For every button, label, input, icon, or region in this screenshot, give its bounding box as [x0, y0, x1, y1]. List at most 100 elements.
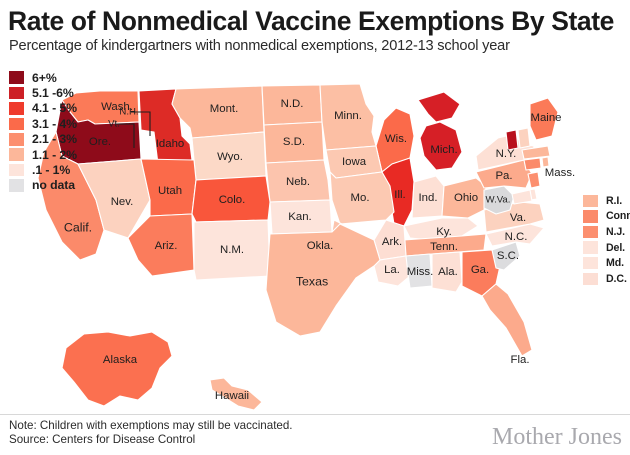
small-state-row: R.I. [583, 193, 630, 209]
state-ma[interactable] [521, 145, 551, 160]
state-label-ks: Kan. [288, 211, 311, 223]
state-label-pa: Pa. [495, 170, 512, 182]
legend-swatch [9, 163, 24, 177]
footer-source: Source: Centers for Disease Control [9, 433, 196, 446]
state-label-wv: W.Va. [486, 195, 511, 206]
state-tx[interactable] [265, 223, 381, 337]
state-label-az: Ariz. [155, 240, 178, 252]
state-label-sc: S.C. [497, 250, 519, 262]
state-label-vt: Vt. [108, 119, 120, 130]
state-label-tx: Texas [296, 274, 328, 288]
state-label-mi: Mich. [430, 144, 457, 156]
state-mo[interactable] [329, 171, 395, 225]
state-nm[interactable] [193, 219, 271, 281]
state-label-or: Ore. [89, 136, 111, 148]
state-label-nh: N.H. [119, 107, 138, 118]
small-state-row: Md. [583, 255, 630, 271]
small-state-swatch [583, 194, 598, 208]
state-fl[interactable] [481, 283, 533, 357]
state-label-ar: Ark. [382, 236, 402, 248]
choropleth-map: Wash. Ore. Idaho Mont. Wyo. N.D. S.D. Minn. Wis.… [0, 60, 630, 415]
state-label-sd: S.D. [283, 136, 305, 148]
state-mi[interactable] [417, 91, 463, 171]
state-label-nm: N.M. [220, 244, 244, 256]
small-state-swatch [583, 225, 598, 239]
state-label-co: Colo. [219, 194, 246, 206]
us-map-svg: Wash. Ore. Idaho Mont. Wyo. N.D. S.D. Minn. Wis.… [37, 83, 575, 411]
state-label-wa: Wash. [101, 101, 133, 113]
legend-row: 2.1 - 3% [9, 132, 77, 147]
state-ri[interactable] [541, 156, 550, 168]
state-label-ga: Ga. [471, 264, 489, 276]
state-label-ut: Utah [158, 185, 182, 197]
legend-swatch [9, 102, 24, 115]
legend-label: 1.1 - 2% [32, 147, 77, 162]
legend-label: 6+% [32, 70, 57, 85]
footer-note: Note: Children with exemptions may still… [9, 419, 293, 432]
state-label-oh: Ohio [454, 192, 478, 204]
state-label-ca: Calif. [64, 220, 92, 234]
state-ms[interactable] [405, 253, 433, 289]
state-hi[interactable] [209, 377, 263, 411]
state-ak[interactable] [61, 331, 173, 407]
state-vt[interactable] [505, 129, 519, 151]
small-state-label: Conn. [606, 210, 630, 223]
state-label-nv: Nev. [111, 196, 134, 208]
state-al[interactable] [431, 251, 463, 293]
legend-label: no data [32, 178, 76, 193]
footer-divider [0, 414, 630, 415]
state-me[interactable] [529, 97, 559, 141]
legend-label: 2.1 - 3% [32, 132, 77, 147]
mother-jones-logo: Mother Jones [492, 424, 622, 450]
legend-row: no data [9, 178, 77, 193]
small-state-swatch [583, 272, 598, 286]
legend-swatch [9, 148, 24, 161]
legend-row: 5.1 -6% [9, 85, 77, 100]
state-ca[interactable] [37, 131, 105, 261]
state-ky[interactable] [403, 217, 479, 241]
state-label-ak: Alaska [103, 354, 138, 366]
state-label-nc: N.C. [505, 231, 528, 243]
state-label-ms: Miss. [407, 266, 434, 278]
small-state-label: Md. [606, 257, 624, 270]
small-state-label: N.J. [606, 225, 626, 238]
state-label-mn: Minn. [334, 110, 362, 122]
page-subtitle: Percentage of kindergartners with nonmed… [9, 38, 510, 54]
legend-row: 4.1 - 5% [9, 101, 77, 116]
state-md[interactable] [511, 189, 533, 205]
legend-swatch [9, 71, 24, 84]
state-sc[interactable] [491, 241, 521, 271]
small-state-label: D.C. [606, 272, 627, 285]
legend-label: 5.1 -6% [32, 86, 74, 101]
legend-label: .1 - 1% [32, 163, 71, 178]
small-state-row: Conn. [583, 209, 630, 225]
state-label-ne: Neb. [286, 176, 310, 188]
small-state-row: D.C. [583, 271, 630, 287]
legend-swatch [9, 86, 24, 100]
small-states-legend: R.I. Conn. N.J. Del. Md. D.C. [583, 193, 630, 287]
leader-line-vt [116, 123, 135, 148]
legend-row: 6+% [9, 70, 77, 85]
state-label-hi: Hawaii [215, 390, 249, 402]
state-label-il: Ill. [394, 189, 405, 201]
state-label-ma: Mass. [545, 167, 575, 179]
state-nh[interactable] [517, 127, 531, 149]
state-label-me: Maine [530, 112, 561, 124]
state-label-wi: Wis. [385, 133, 407, 145]
state-label-ia: Iowa [342, 156, 367, 168]
state-label-nd: N.D. [281, 98, 304, 110]
state-label-va: Va. [510, 212, 526, 224]
legend-label: 4.1 - 5% [32, 101, 77, 116]
state-label-id: Idaho [156, 138, 185, 150]
state-nj[interactable] [527, 171, 541, 189]
state-mn[interactable] [319, 83, 377, 151]
small-state-row: N.J. [583, 224, 630, 240]
state-label-mo: Mo. [351, 192, 370, 204]
small-state-swatch [583, 210, 598, 223]
state-label-ky: Ky. [436, 226, 452, 238]
state-label-la: La. [384, 264, 400, 276]
small-state-label: R.I. [606, 194, 623, 207]
state-label-in: Ind. [419, 192, 438, 204]
state-ct[interactable] [523, 157, 542, 171]
state-label-ok: Okla. [307, 240, 334, 252]
